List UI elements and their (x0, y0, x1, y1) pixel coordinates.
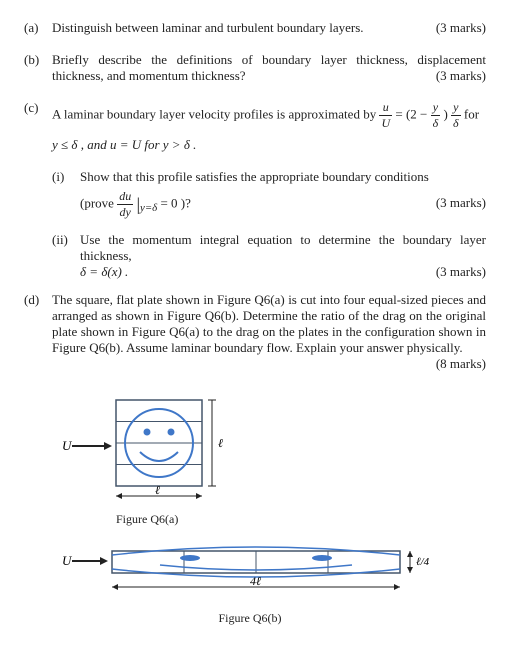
qc-line2: y ≤ δ , and u = U for y > δ . (52, 137, 486, 153)
figb-w: 4ℓ (250, 574, 261, 588)
cii-text1: Use the momentum integral equation to de… (80, 232, 486, 263)
question-a: (a) Distinguish between laminar and turb… (24, 20, 486, 36)
figb-U: U (62, 553, 73, 568)
ci-marks: (3 marks) (436, 195, 486, 211)
ci-text1: Show that this profile satisfies the app… (80, 169, 429, 184)
subqbody-cii: Use the momentum integral equation to de… (80, 232, 486, 280)
frac-u-U: u U (379, 100, 392, 131)
frac-dudy: du dy (117, 189, 133, 220)
qtext-a: Distinguish between laminar and turbulen… (52, 20, 364, 36)
qlabel-c: (c) (24, 100, 52, 116)
qc-post1: for (464, 106, 479, 121)
cii-marks: (3 marks) (436, 264, 486, 280)
subqlabel-ci: (i) (52, 169, 80, 185)
figure-q6b-svg: U ℓ/4 4ℓ (60, 545, 460, 607)
qc-close: ) (443, 106, 451, 121)
qbody-a: Distinguish between laminar and turbulen… (52, 20, 486, 36)
ci-sub: y=δ (140, 202, 157, 214)
subqlabel-cii: (ii) (52, 232, 80, 248)
figa-U: U (62, 438, 73, 453)
question-c: (c) A laminar boundary layer velocity pr… (24, 100, 486, 153)
qmarks-a: (3 marks) (436, 20, 486, 36)
qmarks-b: (3 marks) (436, 68, 486, 84)
subq-c-ii: (ii) Use the momentum integral equation … (52, 232, 486, 280)
figure-q6a-svg: U ℓ ℓ (60, 388, 260, 508)
qtext-b: Briefly describe the definitions of boun… (52, 52, 486, 83)
frac-y-delta-1: y δ (431, 100, 441, 131)
figa-caption: Figure Q6(a) (116, 512, 486, 527)
qlabel-a: (a) (24, 20, 52, 36)
frac-y-delta-2: y δ (451, 100, 461, 131)
qlabel-d: (d) (24, 292, 52, 308)
qbody-d: The square, flat plate shown in Figure Q… (52, 292, 486, 372)
question-b: (b) Briefly describe the definitions of … (24, 52, 486, 84)
ci-prove: (prove (80, 195, 117, 210)
figure-q6b: U ℓ/4 4ℓ Figure Q6(b) (60, 545, 486, 626)
figa-lv: ℓ (218, 436, 223, 450)
figb-caption: Figure Q6(b) (80, 611, 420, 626)
question-d: (d) The square, flat plate shown in Figu… (24, 292, 486, 372)
figure-q6a: U ℓ ℓ Figure Q6(a) (60, 388, 486, 527)
figb-h: ℓ/4 (416, 556, 430, 568)
qbody-b: Briefly describe the definitions of boun… (52, 52, 486, 84)
subqbody-ci: Show that this profile satisfies the app… (80, 169, 486, 220)
qtext-d: The square, flat plate shown in Figure Q… (52, 292, 486, 355)
figa-lh: ℓ (155, 483, 160, 497)
qmarks-d: (8 marks) (436, 356, 486, 371)
qc-eq: = (2 − (395, 106, 430, 121)
cii-text2: δ = δ(x) . (80, 264, 128, 280)
subq-c-i: (i) Show that this profile satisfies the… (52, 169, 486, 220)
qc-pre: A laminar boundary layer velocity profil… (52, 106, 379, 121)
qbody-c: A laminar boundary layer velocity profil… (52, 100, 486, 153)
ci-after: = 0 )? (160, 195, 190, 210)
qlabel-b: (b) (24, 52, 52, 68)
